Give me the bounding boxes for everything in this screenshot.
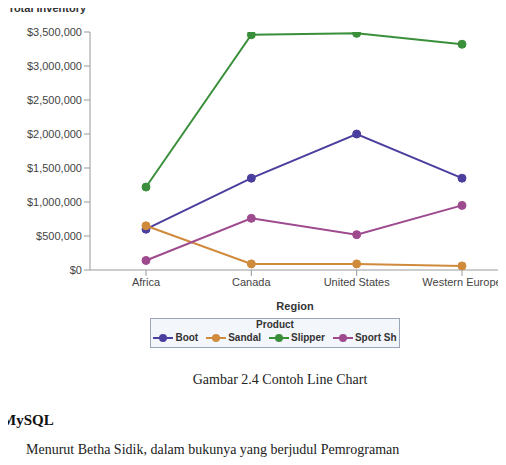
- svg-text:$3,500,000: $3,500,000: [27, 26, 82, 38]
- svg-text:$3,000,000: $3,000,000: [27, 60, 82, 72]
- html-text:Boot: Boot: [175, 332, 199, 343]
- svg-text:Western Europe: Western Europe: [422, 276, 498, 288]
- html-text:Gambar 2.4 Contoh Line Chart: Gambar 2.4 Contoh Line Chart: [192, 372, 368, 387]
- svg-text:$2,500,000: $2,500,000: [27, 94, 82, 106]
- svg-text:$1,000,000: $1,000,000: [27, 196, 82, 208]
- html-text:Menurut Betha Sidik, dalam buk: Menurut Betha Sidik, dalam bukunya yang …: [26, 442, 400, 457]
- svg-text:$0: $0: [70, 264, 82, 276]
- svg-text:Canada: Canada: [232, 276, 271, 288]
- svg-text:Africa: Africa: [132, 276, 161, 288]
- svg-text:$2,000,000: $2,000,000: [27, 128, 82, 140]
- html-text:MySQL: MySQL: [2, 412, 54, 428]
- html-text:Slipper: Slipper: [291, 332, 325, 343]
- html-text:Sandal: Sandal: [228, 332, 261, 343]
- svg-text:$1,500,000: $1,500,000: [27, 162, 82, 174]
- html-text:Sport Sh: Sport Sh: [354, 332, 397, 343]
- svg-text:$500,000: $500,000: [36, 230, 82, 242]
- svg-text:United States: United States: [324, 276, 391, 288]
- html-text:Product: Product: [256, 319, 294, 330]
- html-text:Total Inventory: Total Inventory: [8, 2, 86, 14]
- svg-text:Region: Region: [276, 300, 314, 312]
